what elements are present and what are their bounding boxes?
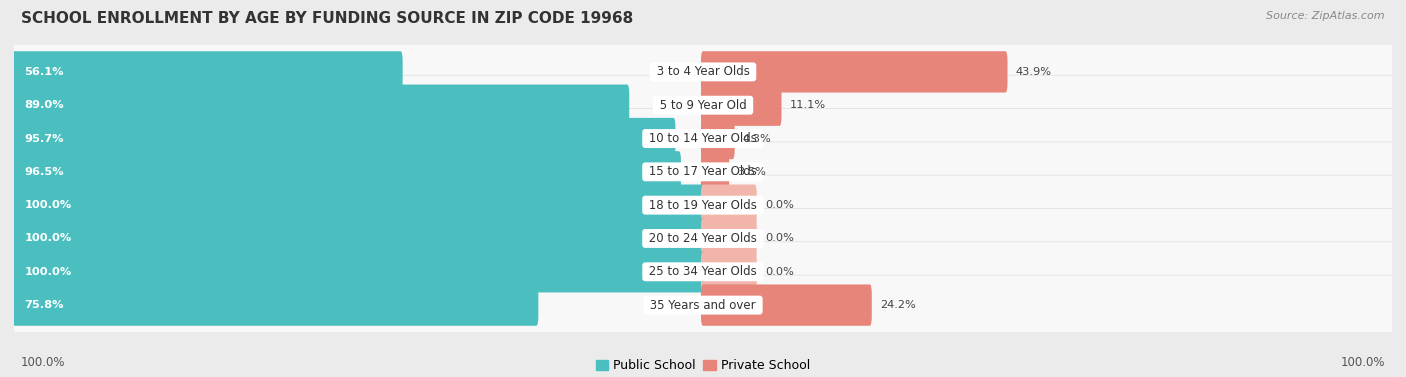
FancyBboxPatch shape: [11, 175, 1395, 235]
FancyBboxPatch shape: [11, 142, 1395, 202]
Text: 56.1%: 56.1%: [24, 67, 63, 77]
Text: 11.1%: 11.1%: [790, 100, 825, 110]
FancyBboxPatch shape: [702, 84, 782, 126]
Text: 0.0%: 0.0%: [765, 200, 794, 210]
FancyBboxPatch shape: [13, 51, 402, 92]
FancyBboxPatch shape: [11, 275, 1395, 335]
Text: 20 to 24 Year Olds: 20 to 24 Year Olds: [645, 232, 761, 245]
Text: 100.0%: 100.0%: [1340, 357, 1385, 369]
Text: 100.0%: 100.0%: [24, 233, 72, 244]
FancyBboxPatch shape: [13, 118, 675, 159]
Text: 95.7%: 95.7%: [24, 133, 63, 144]
Text: 18 to 19 Year Olds: 18 to 19 Year Olds: [645, 199, 761, 211]
Legend: Public School, Private School: Public School, Private School: [591, 354, 815, 377]
Text: 24.2%: 24.2%: [880, 300, 915, 310]
FancyBboxPatch shape: [11, 242, 1395, 302]
FancyBboxPatch shape: [13, 251, 704, 293]
Text: 35 Years and over: 35 Years and over: [647, 299, 759, 312]
Text: 25 to 34 Year Olds: 25 to 34 Year Olds: [645, 265, 761, 278]
Text: 15 to 17 Year Olds: 15 to 17 Year Olds: [645, 166, 761, 178]
FancyBboxPatch shape: [702, 218, 756, 259]
FancyBboxPatch shape: [11, 75, 1395, 135]
FancyBboxPatch shape: [11, 109, 1395, 169]
FancyBboxPatch shape: [13, 285, 538, 326]
Text: 0.0%: 0.0%: [765, 267, 794, 277]
FancyBboxPatch shape: [13, 84, 630, 126]
Text: 96.5%: 96.5%: [24, 167, 65, 177]
FancyBboxPatch shape: [11, 42, 1395, 102]
Text: 3.5%: 3.5%: [738, 167, 766, 177]
Text: 43.9%: 43.9%: [1015, 67, 1052, 77]
FancyBboxPatch shape: [13, 218, 704, 259]
Text: 5 to 9 Year Old: 5 to 9 Year Old: [655, 99, 751, 112]
Text: SCHOOL ENROLLMENT BY AGE BY FUNDING SOURCE IN ZIP CODE 19968: SCHOOL ENROLLMENT BY AGE BY FUNDING SOUR…: [21, 11, 633, 26]
FancyBboxPatch shape: [702, 285, 872, 326]
Text: 89.0%: 89.0%: [24, 100, 65, 110]
Text: Source: ZipAtlas.com: Source: ZipAtlas.com: [1267, 11, 1385, 21]
FancyBboxPatch shape: [13, 184, 704, 226]
Text: 3 to 4 Year Olds: 3 to 4 Year Olds: [652, 65, 754, 78]
FancyBboxPatch shape: [702, 184, 756, 226]
Text: 100.0%: 100.0%: [21, 357, 66, 369]
Text: 100.0%: 100.0%: [24, 200, 72, 210]
Text: 4.3%: 4.3%: [742, 133, 772, 144]
FancyBboxPatch shape: [702, 251, 756, 293]
FancyBboxPatch shape: [702, 118, 735, 159]
Text: 75.8%: 75.8%: [24, 300, 63, 310]
Text: 100.0%: 100.0%: [24, 267, 72, 277]
Text: 10 to 14 Year Olds: 10 to 14 Year Olds: [645, 132, 761, 145]
FancyBboxPatch shape: [13, 151, 681, 193]
FancyBboxPatch shape: [702, 51, 1008, 92]
FancyBboxPatch shape: [11, 208, 1395, 268]
Text: 0.0%: 0.0%: [765, 233, 794, 244]
FancyBboxPatch shape: [702, 151, 730, 193]
